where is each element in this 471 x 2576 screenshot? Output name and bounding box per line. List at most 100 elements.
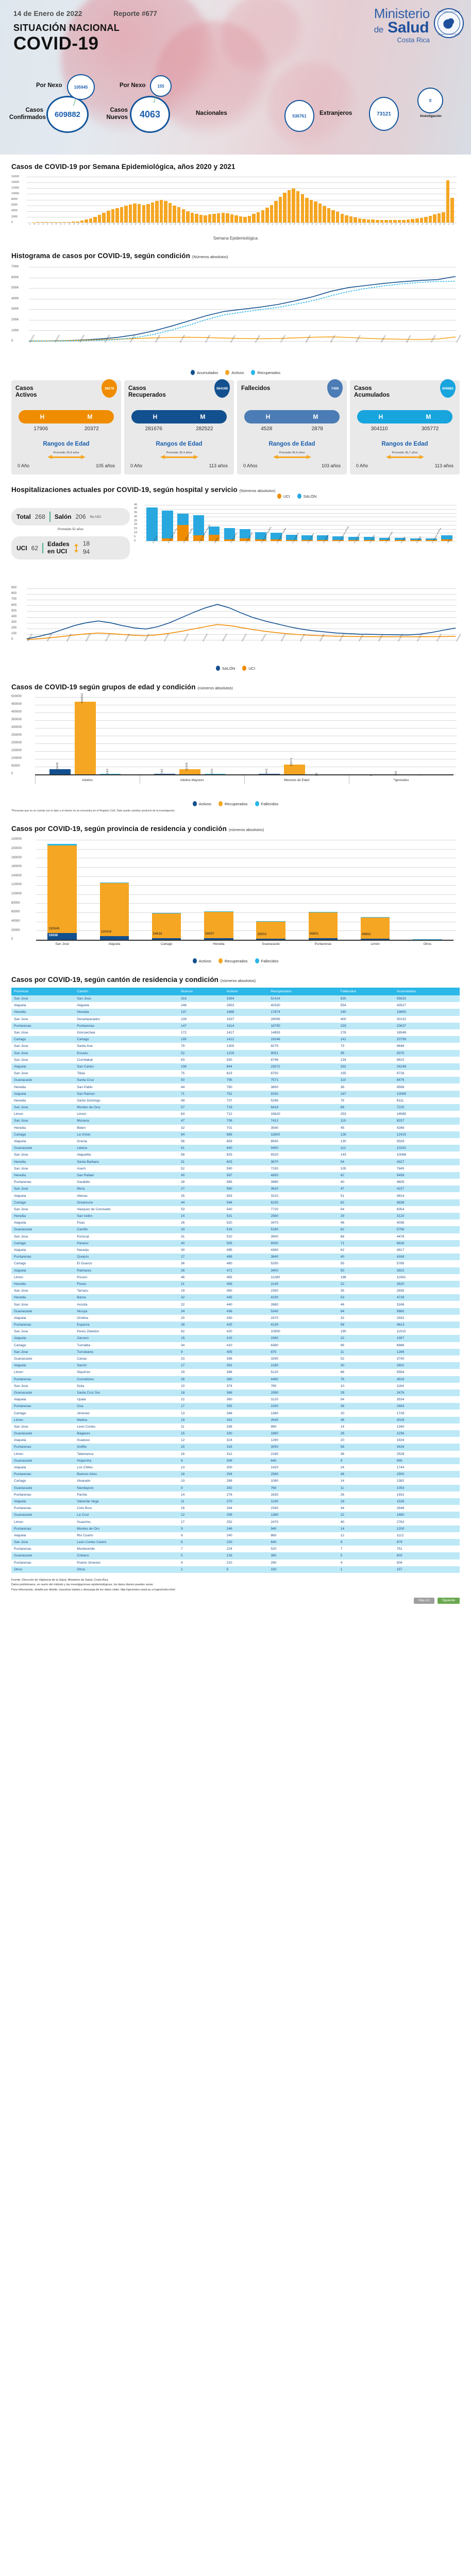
table-cell: 46 — [180, 1275, 185, 1279]
table-cell: Alajuela — [14, 1140, 26, 1144]
bar — [428, 215, 432, 223]
table-cell: 68 — [340, 1234, 345, 1239]
y-axis-tick-label: 30 — [134, 515, 138, 518]
table-cell: 83 — [180, 1058, 185, 1062]
table-cell: Puntarenas — [14, 1323, 31, 1327]
table-cell: 11 — [340, 1350, 344, 1354]
table-row: Limon Pococi 46 465 11280 196 11941 — [11, 1274, 460, 1281]
table-cell: 1417 — [226, 1031, 234, 1035]
table-cell: 10069 — [396, 1092, 407, 1096]
table-cell: Limon — [14, 1520, 23, 1524]
table-cell: 29 — [340, 1214, 345, 1218]
bar-segment — [99, 936, 129, 940]
y-axis-tick-label: 100 — [11, 632, 17, 636]
table-cell: 10900 — [271, 1330, 280, 1334]
table-cell: 1637 — [226, 1017, 234, 1021]
table-cell: Barva — [77, 1296, 86, 1300]
bar — [128, 204, 132, 223]
legend-item: Acumulados — [190, 370, 218, 375]
table-row: San Jose Escazu 52 1229 8051 95 9375 — [11, 1049, 460, 1057]
bar — [107, 211, 110, 223]
table-row: Guanacaste Canas 23 398 3290 52 3740 — [11, 1355, 460, 1363]
page-indicator-button[interactable]: Hoja 1/2 — [413, 1598, 434, 1604]
province-legend: Activos Recuperados Fallecidos — [11, 958, 460, 963]
table-cell: 386 — [226, 1370, 232, 1375]
table-cell: 4728 — [396, 1296, 405, 1300]
table-cell: 2350 — [271, 1289, 278, 1293]
table-cell: 3028 — [396, 1418, 405, 1422]
table-cell: 5250 — [271, 1262, 278, 1266]
card-title: Casos Acumulados — [354, 385, 390, 398]
table-cell: 1382 — [396, 1479, 405, 1483]
table-cell: Alajuelita — [77, 1153, 91, 1157]
y-axis-tick-label: 300 — [11, 620, 17, 624]
table-cell: 22 — [340, 1282, 345, 1286]
age-average: Promedio 35.8 años — [53, 451, 79, 454]
table-cell: 32 — [180, 1126, 185, 1130]
table-cell: 2900 — [396, 1472, 405, 1477]
table-cell: 11 — [180, 1425, 184, 1429]
table-cell: 336 — [226, 1425, 232, 1429]
table-cell: 18 — [180, 1472, 185, 1477]
table-cell: 195 — [180, 1038, 187, 1042]
table-row: Limon Matina 19 342 2640 46 3028 — [11, 1416, 460, 1423]
table-cell: 8275 — [271, 1044, 278, 1048]
table-cell: Alajuela — [14, 1248, 26, 1252]
table-row: Puntarenas Puntarenas 147 1614 18790 233 20637 — [11, 1022, 460, 1029]
y-axis-tick-label: 0 — [134, 539, 136, 543]
por-nexo-2-value: 155 — [150, 75, 172, 97]
y-axis-tick-label: 300K — [11, 307, 19, 311]
y-axis-tick-label: 450000 — [11, 703, 22, 706]
table-cell: Grecia — [77, 1140, 87, 1144]
table-cell: 480 — [226, 1262, 232, 1266]
legend-color-dot — [297, 494, 301, 499]
table-cell: 495 — [226, 1248, 232, 1252]
gridline — [35, 743, 457, 744]
table-cell: 4168 — [396, 1255, 405, 1259]
table-cell: 246 — [226, 1527, 232, 1531]
table-cell: 392 — [226, 1364, 232, 1368]
table-cell: 44 — [180, 1200, 185, 1205]
table-cell: Limon — [14, 1370, 23, 1375]
bar — [89, 218, 93, 223]
y-axis-tick-label: 6000 — [11, 204, 18, 207]
table-column-header: Acumulados — [394, 988, 460, 995]
y-axis-tick-label: 250000 — [11, 734, 22, 737]
table-cell: Belen — [77, 1126, 86, 1130]
table-cell: 40 — [340, 1520, 345, 1524]
total-value: 268 — [35, 513, 45, 520]
bar-salon — [363, 537, 375, 540]
table-cell: Santa Cruz — [77, 1078, 94, 1082]
table-cell: 1240 — [271, 1499, 278, 1503]
legend-label: Acumulados — [196, 370, 218, 375]
table-cell: 40320 — [271, 1004, 280, 1008]
table-row: San Jose Acosta 22 440 2680 46 3166 — [11, 1301, 460, 1308]
table-cell: 640 — [271, 1540, 277, 1545]
bar-salon — [286, 534, 297, 540]
table-cell: 324 — [226, 1438, 232, 1443]
table-row: San Jose Moravia 47 706 7412 119 8237 — [11, 1117, 460, 1125]
casos-nuevos-value: 4063 — [130, 96, 170, 133]
table-cell: 24 — [340, 1466, 345, 1470]
table-cell: 860 — [271, 1533, 277, 1537]
bar-salon — [410, 538, 422, 540]
table-cell: 16 — [180, 1452, 185, 1456]
table-row: San Jose Turrubares 9 405 870 11 1286 — [11, 1348, 460, 1355]
por-nexo-1-label: Por Nexo — [36, 82, 62, 89]
bar-segment — [360, 917, 390, 939]
table-cell: 3620 — [271, 1187, 278, 1191]
next-button[interactable]: Siguiente — [437, 1598, 460, 1604]
bar — [265, 208, 269, 223]
divider — [42, 543, 44, 553]
table-row: Guanacaste Bagaces 15 330 1880 26 2236 — [11, 1430, 460, 1437]
bar — [318, 204, 322, 223]
gridline — [36, 885, 457, 886]
bar — [239, 216, 243, 223]
table-cell: 1290 — [271, 1438, 278, 1443]
bar-value-label: 116416 — [100, 930, 112, 934]
table-cell: 2653 — [226, 1004, 234, 1008]
footer-notes: Fuente: Dirección de Vigilancia de la Sa… — [0, 1573, 471, 1596]
table-cell: Cartago — [14, 1038, 26, 1042]
table-cell: 38 — [340, 1085, 345, 1089]
